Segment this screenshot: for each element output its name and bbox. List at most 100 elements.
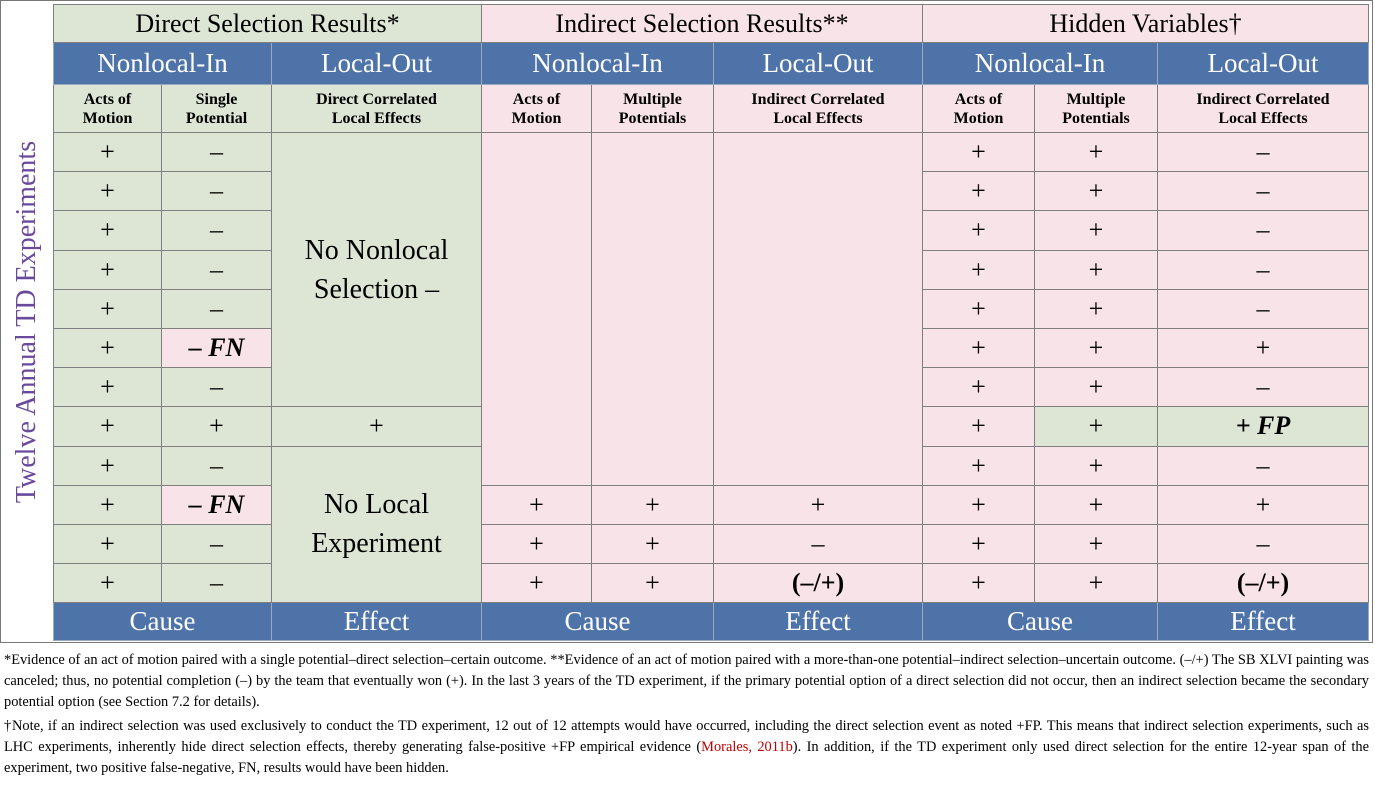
table-row: + – No Nonlocal Selection – + + – xyxy=(53,131,1369,486)
direct-potential-cell: – xyxy=(161,288,272,329)
subheader-local-out: Local-Out xyxy=(713,42,923,85)
direct-potential-cell: – FN xyxy=(161,327,272,369)
direct-potential-cell: – xyxy=(161,445,272,486)
subheader-nonlocal-in: Nonlocal-In xyxy=(481,42,714,85)
direct-potential-cell: – FN xyxy=(161,484,272,525)
column-header: Multiple Potentials xyxy=(591,84,714,133)
table-row: + – + + – + + – xyxy=(53,523,1369,565)
note-2: †Note, if an indirect selection was used… xyxy=(4,716,1369,779)
hidden-potentials-cell: + xyxy=(1034,523,1158,565)
footer-cause: Cause xyxy=(481,602,714,642)
direct-potential-cell: – xyxy=(161,367,272,408)
hidden-acts-cell: + xyxy=(922,288,1035,329)
direct-acts-cell: + xyxy=(53,131,162,173)
hidden-effect-cell: + FP xyxy=(1157,406,1369,447)
citation-link[interactable]: Morales, 2011b xyxy=(701,739,793,755)
hidden-acts-cell: + xyxy=(922,406,1035,447)
direct-acts-cell: + xyxy=(53,249,162,290)
column-header: Multiple Potentials xyxy=(1034,84,1158,133)
hidden-acts-cell: + xyxy=(922,445,1035,486)
table-row: + – + + – xyxy=(53,210,1369,251)
table-notes: *Evidence of an act of motion paired wit… xyxy=(4,650,1369,782)
hidden-effect-cell: (–/+) xyxy=(1157,563,1369,604)
column-header: Acts of Motion xyxy=(481,84,592,133)
column-header: Indirect Correlated Local Effects xyxy=(1157,84,1369,133)
hidden-effect-cell: – xyxy=(1157,131,1369,173)
subheader-nonlocal-in: Nonlocal-In xyxy=(922,42,1158,85)
hidden-effect-cell: – xyxy=(1157,171,1369,212)
direct-potential-cell: + xyxy=(161,406,272,447)
hidden-effect-cell: – xyxy=(1157,210,1369,251)
note-2-text: †Note, if an indirect selection was used… xyxy=(4,718,1369,755)
group-title-indirect: Indirect Selection Results** xyxy=(481,4,923,43)
hidden-effect-cell: – xyxy=(1157,249,1369,290)
no-local-experiment: No Local Experiment xyxy=(271,445,482,604)
direct-effect-cell: + xyxy=(271,406,482,447)
footer-effect: Effect xyxy=(271,602,482,642)
footer-effect: Effect xyxy=(1157,602,1369,642)
indirect-effect-cell: (–/+) xyxy=(713,563,923,604)
hidden-potentials-cell: + xyxy=(1034,406,1158,447)
hidden-acts-cell: + xyxy=(922,484,1035,525)
hidden-potentials-cell: + xyxy=(1034,288,1158,329)
hidden-acts-cell: + xyxy=(922,249,1035,290)
indirect-acts-cell: + xyxy=(481,563,592,604)
hidden-acts-cell: + xyxy=(922,563,1035,604)
direct-potential-cell: – xyxy=(161,171,272,212)
direct-acts-cell: + xyxy=(53,445,162,486)
column-header: Indirect Correlated Local Effects xyxy=(713,84,923,133)
indirect-empty xyxy=(591,132,714,486)
indirect-acts-cell: + xyxy=(481,523,592,565)
direct-potential-cell: – xyxy=(161,563,272,604)
subheader-local-out: Local-Out xyxy=(271,42,482,85)
group-title-hidden: Hidden Variables† xyxy=(922,4,1369,43)
column-header: Acts of Motion xyxy=(922,84,1035,133)
hidden-potentials-cell: + xyxy=(1034,210,1158,251)
direct-potential-cell: – xyxy=(161,131,272,173)
direct-acts-cell: + xyxy=(53,484,162,525)
side-label-text: Twelve Annual TD Experiments xyxy=(10,140,42,503)
indirect-empty xyxy=(713,132,923,486)
subheader-nonlocal-in: Nonlocal-In xyxy=(53,42,272,85)
column-header: Single Potential xyxy=(161,84,272,133)
hidden-acts-cell: + xyxy=(922,210,1035,251)
table-row: + – + + – xyxy=(53,367,1369,408)
hidden-effect-cell: – xyxy=(1157,367,1369,408)
indirect-effect-cell: – xyxy=(713,523,923,565)
table-row: + – + + – xyxy=(53,249,1369,290)
direct-potential-cell: – xyxy=(161,210,272,251)
group-title-direct: Direct Selection Results* xyxy=(53,4,482,43)
table-row: + – FN + + + xyxy=(53,327,1369,369)
results-table: Direct Selection Results* Indirect Select… xyxy=(53,4,1369,642)
table-frame xyxy=(0,0,1373,643)
indirect-potentials-cell: + xyxy=(591,523,714,565)
direct-acts-cell: + xyxy=(53,406,162,447)
hidden-potentials-cell: + xyxy=(1034,327,1158,369)
indirect-empty xyxy=(481,132,592,486)
direct-acts-cell: + xyxy=(53,210,162,251)
hidden-potentials-cell: + xyxy=(1034,484,1158,525)
side-label: Twelve Annual TD Experiments xyxy=(0,0,53,643)
table-row: + – FN + + + + + + xyxy=(53,484,1369,525)
hidden-effect-cell: + xyxy=(1157,327,1369,369)
hidden-potentials-cell: + xyxy=(1034,171,1158,212)
hidden-acts-cell: + xyxy=(922,327,1035,369)
no-nonlocal-selection: No Nonlocal Selection – xyxy=(271,131,482,408)
direct-potential-cell: – xyxy=(161,523,272,565)
indirect-potentials-cell: + xyxy=(591,563,714,604)
hidden-acts-cell: + xyxy=(922,171,1035,212)
hidden-acts-cell: + xyxy=(922,131,1035,173)
footer-cause: Cause xyxy=(53,602,272,642)
subheader-local-out: Local-Out xyxy=(1157,42,1369,85)
direct-acts-cell: + xyxy=(53,523,162,565)
hidden-acts-cell: + xyxy=(922,367,1035,408)
direct-acts-cell: + xyxy=(53,327,162,369)
direct-acts-cell: + xyxy=(53,288,162,329)
direct-acts-cell: + xyxy=(53,563,162,604)
indirect-effect-cell: + xyxy=(713,484,923,525)
column-header: Acts of Motion xyxy=(53,84,162,133)
hidden-effect-cell: – xyxy=(1157,288,1369,329)
hidden-effect-cell: – xyxy=(1157,445,1369,486)
hidden-potentials-cell: + xyxy=(1034,445,1158,486)
note-1: *Evidence of an act of motion paired wit… xyxy=(4,652,1369,710)
